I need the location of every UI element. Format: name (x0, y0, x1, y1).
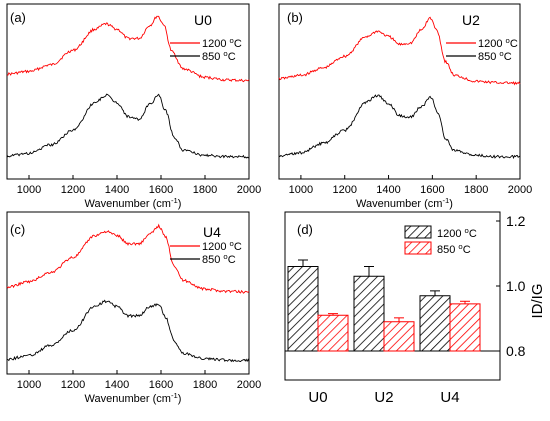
spectrum-panel-u2: 1000 1200 1400 1600 1800 2000 Wavenumber (cm-1… (278, 3, 532, 211)
category-label: U0 (308, 389, 327, 406)
spectrum-line-1 (278, 94, 521, 160)
plot-frame (6, 3, 250, 180)
x-tick-label: 1200 (61, 379, 85, 391)
x-tick-label: 1800 (464, 184, 488, 196)
bar-u4-1 (449, 303, 481, 352)
y-axis-label: ID/IG (529, 283, 546, 318)
x-tick-label: 2000 (237, 184, 261, 196)
x-axis-label: Wavenumber (cm-1) (85, 196, 182, 211)
spectrum-line-1 (6, 299, 250, 363)
panel-label: (c) (10, 222, 25, 237)
x-tick-label: 1400 (105, 379, 129, 391)
plot-frame (284, 211, 501, 381)
spectrum-line-0 (278, 16, 521, 86)
x-tick-label: 2000 (508, 184, 532, 196)
x-tick-label: 1000 (289, 184, 313, 196)
legend-label: 1200 oC (437, 226, 477, 241)
legend-label: 850 oC (202, 252, 236, 267)
x-tick-label: 1600 (420, 184, 444, 196)
plot-frame (278, 3, 521, 180)
bar-u2-0 (353, 275, 385, 352)
x-axis-label: Wavenumber (cm-1) (356, 196, 453, 211)
x-tick-label: 1400 (105, 184, 129, 196)
spectrum-panel-u4: 1000 1200 1400 1600 1800 2000 Wavenumber (cm-1… (6, 211, 261, 406)
plot-frame (6, 211, 250, 375)
spectrum-line-0 (6, 15, 250, 83)
legend-swatch (404, 225, 432, 239)
legend-label: 1200 oC (478, 36, 518, 51)
x-tick-label: 1600 (149, 184, 173, 196)
x-tick-label: 1800 (193, 184, 217, 196)
legend-label: 1200 oC (202, 239, 242, 254)
x-tick-label: 1200 (332, 184, 356, 196)
x-tick-label: 1600 (149, 379, 173, 391)
legend-label: 850 oC (478, 49, 512, 64)
legend-label: 1200 oC (202, 36, 242, 51)
x-tick-label: 2000 (237, 379, 261, 391)
spectrum-panel-u0: 1000 1200 1400 1600 1800 2000 Wavenumber (cm-1… (6, 3, 261, 211)
category-label: U2 (374, 389, 393, 406)
category-label: U4 (440, 389, 459, 406)
sample-label: U0 (194, 12, 212, 28)
x-tick-label: 1400 (376, 184, 400, 196)
bar-u2-1 (383, 321, 415, 352)
x-tick-label: 1200 (61, 184, 85, 196)
legend-label: 850 oC (202, 49, 236, 64)
legend-swatch (404, 241, 432, 255)
panel-label: (b) (287, 10, 303, 25)
sample-label: U2 (462, 12, 480, 28)
bar-u4-0 (419, 295, 451, 352)
panel-label: (d) (297, 222, 313, 237)
y-tick-label: 1.0 (506, 278, 526, 294)
spectrum-line-0 (6, 223, 250, 294)
x-tick-label: 1800 (193, 379, 217, 391)
spectrum-line-1 (6, 93, 250, 159)
y-tick-label: 1.2 (506, 213, 526, 229)
x-axis-label: Wavenumber (cm-1) (85, 391, 182, 406)
x-tick-label: 1000 (17, 379, 41, 391)
bar-u0-0 (287, 266, 319, 352)
sample-label: U4 (203, 224, 221, 240)
panel-label: (a) (10, 10, 26, 25)
bar-u0-1 (317, 314, 349, 352)
y-tick-label: 0.8 (506, 343, 526, 359)
legend-label: 850 oC (437, 242, 471, 257)
x-tick-label: 1000 (17, 184, 41, 196)
